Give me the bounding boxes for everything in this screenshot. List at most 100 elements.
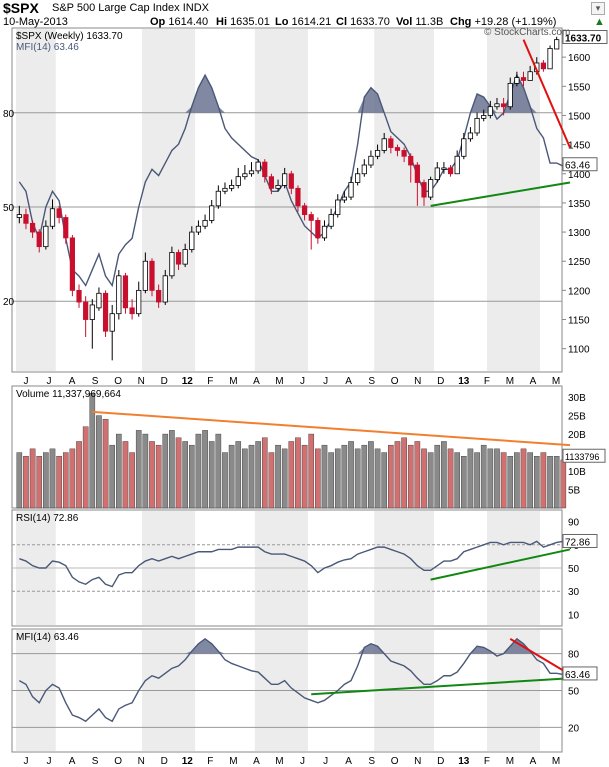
mfi-trendline-red xyxy=(509,637,571,676)
candle-body xyxy=(182,249,188,265)
volume-bar xyxy=(514,452,520,509)
volume-bar xyxy=(454,452,460,509)
volume-bar xyxy=(89,393,96,509)
volume-bar xyxy=(222,452,228,509)
overlay-mfi-line xyxy=(18,73,564,288)
candle-body xyxy=(381,138,387,151)
rsi-last-box xyxy=(562,533,598,548)
candle-body xyxy=(169,252,175,277)
volume-label: Vol xyxy=(396,16,413,28)
price-x-label: N xyxy=(138,376,145,387)
volume-bar xyxy=(500,452,507,509)
volume-bar xyxy=(36,456,43,509)
candle-body xyxy=(328,214,334,227)
candle-body xyxy=(388,138,394,148)
volume-bar xyxy=(480,444,487,509)
candle-body xyxy=(63,217,69,239)
candle-body xyxy=(136,289,142,315)
candle-body xyxy=(275,185,281,189)
price-tick-label: 1250 xyxy=(568,257,591,268)
volume-value: 11.3B xyxy=(415,16,444,28)
mfi-x-label: 13 xyxy=(458,756,470,767)
volume-bar xyxy=(255,441,261,509)
volume-bar xyxy=(348,441,354,509)
price-panel-band-3 xyxy=(374,29,434,371)
price-tick-label: 1150 xyxy=(568,316,590,327)
chart-settings-button[interactable]: ▾ xyxy=(591,2,605,15)
candle-body xyxy=(527,71,533,81)
price-panel-band-1 xyxy=(142,29,196,371)
mfi-x-label: S xyxy=(368,756,375,767)
change-label: Chg xyxy=(450,16,472,28)
volume-bar xyxy=(49,448,56,509)
candle-body xyxy=(122,275,129,309)
security-name: S&P 500 Large Cap Index INDX xyxy=(52,2,209,14)
candle-body xyxy=(481,115,487,119)
price-x-label: N xyxy=(414,376,421,387)
price-x-label: D xyxy=(161,376,168,387)
candle-body xyxy=(514,77,520,84)
volume-bar xyxy=(533,456,540,509)
mfi-x-label: A xyxy=(530,756,537,767)
candle-body xyxy=(142,260,148,291)
low-quote: Lo 1614.21 xyxy=(275,16,331,28)
candle-body xyxy=(374,150,381,157)
candle-body xyxy=(421,182,427,198)
price-tick-label: 1600 xyxy=(568,53,591,64)
price-tick-label: 1350 xyxy=(568,199,591,210)
candle-body xyxy=(447,167,454,175)
candle-body xyxy=(242,173,248,178)
price-panel-title: $SPX (Weekly) 1633.70 xyxy=(16,31,123,42)
volume-bar xyxy=(288,441,295,509)
candle-body xyxy=(76,289,82,303)
up-arrow-icon: ▲ xyxy=(594,16,605,28)
price-x-label: A xyxy=(345,376,352,387)
price-x-label: J xyxy=(24,376,29,387)
candle-body xyxy=(540,62,547,70)
close-label: Cl xyxy=(336,16,347,28)
rsi-tick-label: 10 xyxy=(568,610,580,621)
volume-bar xyxy=(242,448,248,509)
mfi-x-label: M xyxy=(506,756,514,767)
volume-bar xyxy=(540,452,547,509)
volume-bar xyxy=(275,444,281,509)
candle-body xyxy=(494,103,500,108)
volume-bar xyxy=(215,433,222,509)
overlay-scale-label: 80 xyxy=(3,109,15,120)
mfi-x-label: 12 xyxy=(182,756,194,767)
candle-body xyxy=(149,260,155,291)
volume-bar xyxy=(202,430,208,509)
volume-tick-label: 20B xyxy=(568,430,586,441)
volume-bar xyxy=(62,452,69,509)
open-value: 1614.40 xyxy=(168,16,209,28)
volume-bar xyxy=(102,419,109,509)
price-trendline-red xyxy=(522,39,571,148)
volume-bar xyxy=(29,448,36,509)
volume-bar xyxy=(467,448,474,509)
volume-bar xyxy=(334,448,341,509)
candle-body xyxy=(428,179,434,198)
mfi-x-label: S xyxy=(92,756,99,767)
candle-body xyxy=(467,132,474,140)
mfi-last-label: 63.46 xyxy=(565,670,590,681)
change-quote: Chg +19.28 (+1.19%) xyxy=(450,16,556,28)
candle-body xyxy=(229,185,235,189)
volume-bar xyxy=(447,448,454,509)
mfi-line xyxy=(18,637,564,723)
candle-body xyxy=(162,275,168,303)
mfi-tick-label: 80 xyxy=(568,650,580,661)
candle-body xyxy=(268,176,275,189)
candle-body xyxy=(335,199,341,215)
volume-trendline xyxy=(92,410,571,447)
volume-bar xyxy=(82,426,89,509)
watermark: © StockCharts.com xyxy=(484,27,570,38)
mfi-x-label: J xyxy=(47,756,52,767)
price-x-label: M xyxy=(552,376,560,387)
volume-quote: Vol 11.3B xyxy=(396,16,443,28)
change-value: +19.28 (+1.19%) xyxy=(474,16,557,28)
volume-bar xyxy=(189,444,195,509)
candle-body xyxy=(29,222,36,233)
overlay-scale-label: 50 xyxy=(3,203,15,214)
mfi-x-label: O xyxy=(114,756,122,767)
volume-bar xyxy=(23,456,29,509)
